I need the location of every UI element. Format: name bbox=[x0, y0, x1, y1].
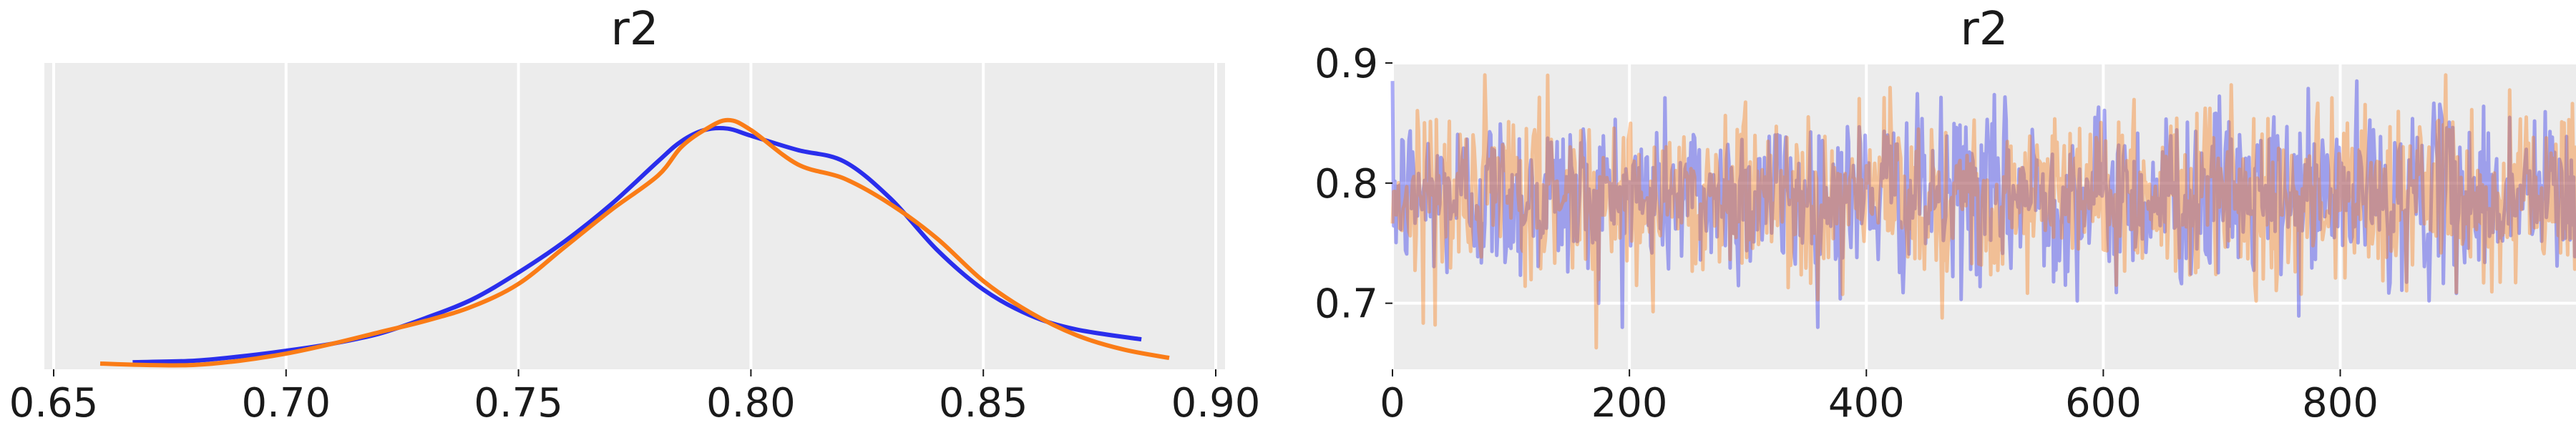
trace-x-tick-label: 800 bbox=[2302, 380, 2379, 427]
trace-series-1-line bbox=[1390, 79, 2576, 329]
kde-panel: 0.65 0.70 0.75 0.80 0.85 0.90 r2 bbox=[9, 3, 1261, 427]
kde-x-tick-label: 0.65 bbox=[9, 380, 99, 427]
kde-x-tick-label: 0.80 bbox=[706, 380, 796, 427]
kde-x-tick-label: 0.90 bbox=[1171, 380, 1261, 427]
kde-gridlines bbox=[52, 63, 1218, 369]
trace-y-tick-label: 0.8 bbox=[1314, 161, 1378, 208]
trace-plot-area bbox=[1392, 63, 2576, 369]
trace-x-tick-label: 400 bbox=[1828, 380, 1905, 427]
kde-x-tick-label: 0.70 bbox=[241, 380, 331, 427]
trace-x-tick-label: 0 bbox=[1380, 380, 1405, 427]
kde-title: r2 bbox=[610, 3, 658, 56]
kde-x-tick-label: 0.85 bbox=[939, 380, 1028, 427]
kde-series-2-line bbox=[99, 117, 1170, 368]
kde-x-tick-label: 0.75 bbox=[474, 380, 563, 427]
trace-series-2-line bbox=[1390, 73, 2576, 350]
trace-panel: 0 200 400 600 800 0.7 0.8 0.9 r2 bbox=[1314, 3, 2576, 427]
trace-series-group bbox=[1390, 73, 2576, 350]
trace-x-tick-label: 200 bbox=[1591, 380, 1668, 427]
trace-y-tick-label: 0.9 bbox=[1314, 41, 1378, 87]
trace-gridlines bbox=[1391, 62, 2576, 369]
trace-y-axis: 0.7 0.8 0.9 bbox=[1314, 41, 1392, 328]
kde-x-axis: 0.65 0.70 0.75 0.80 0.85 0.90 bbox=[9, 369, 1261, 427]
trace-x-axis: 0 200 400 600 800 bbox=[1380, 369, 2379, 427]
trace-x-tick-label: 600 bbox=[2065, 380, 2142, 427]
kde-series-group bbox=[99, 117, 1170, 368]
trace-y-tick-label: 0.7 bbox=[1314, 281, 1378, 328]
kde-plot-area bbox=[44, 63, 1225, 369]
trace-title: r2 bbox=[1960, 3, 2008, 56]
